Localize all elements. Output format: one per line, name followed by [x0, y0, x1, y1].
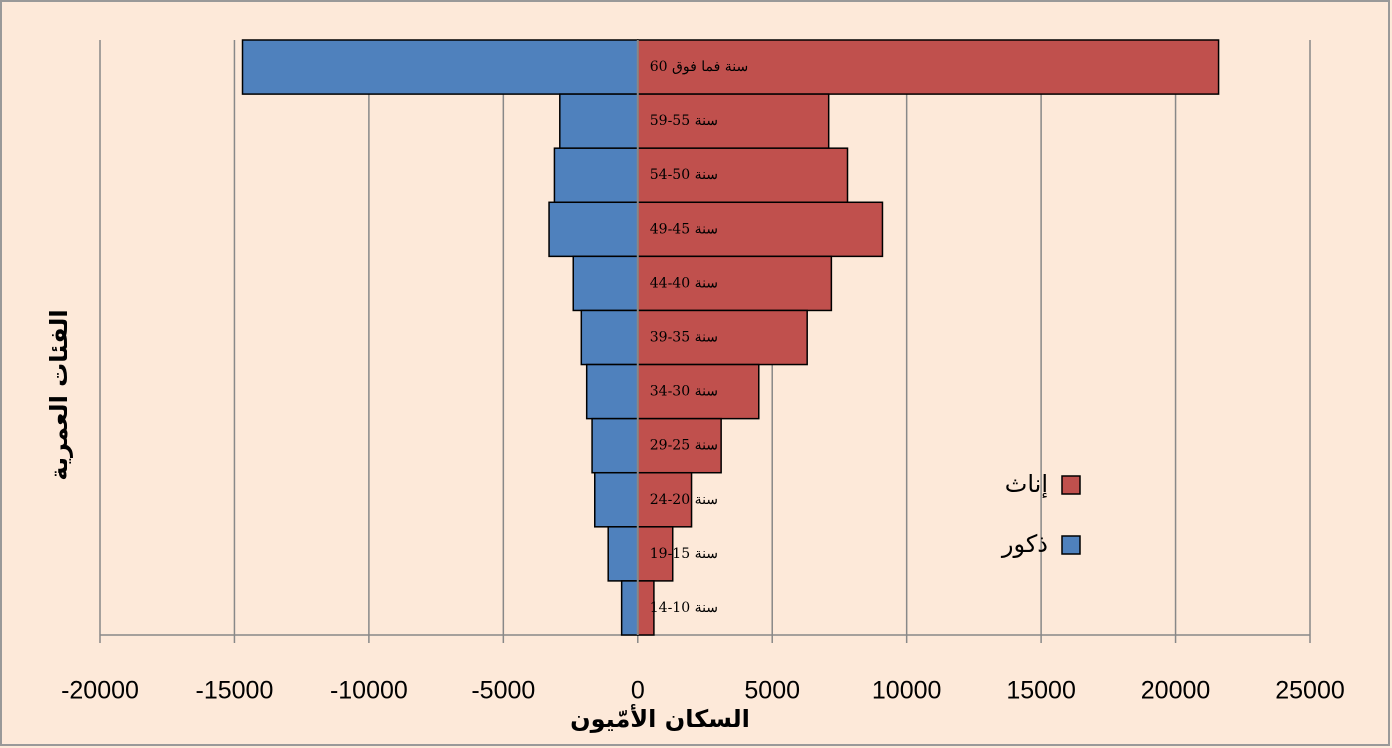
x-tick-label: 25000: [1275, 677, 1345, 705]
bar: [637, 363, 760, 420]
bar: [637, 526, 674, 582]
x-tick-label: 0: [631, 677, 645, 705]
legend-swatch: [1061, 535, 1081, 555]
y-tick-label: 44-40 سنة: [650, 275, 718, 291]
y-tick-label: 24-20 سنة: [650, 492, 718, 508]
legend-label: ذكور: [1001, 530, 1048, 558]
bar: [553, 147, 639, 204]
bar: [241, 39, 639, 95]
bar: [548, 201, 639, 258]
x-tick-label: -10000: [330, 677, 408, 705]
y-tick-label: 49-45 سنة: [650, 221, 718, 237]
x-tick-label: 20000: [1141, 677, 1211, 705]
y-axis-label: الفئات العمرية: [45, 309, 73, 480]
x-tick-label: 10000: [872, 677, 942, 705]
bar: [637, 147, 849, 204]
y-tick-label: 29-25 سنة: [650, 438, 718, 454]
bar: [594, 471, 639, 528]
bar: [637, 201, 884, 258]
legend-label: إناث: [1005, 470, 1048, 499]
x-tick-label: -20000: [61, 677, 139, 705]
bar: [572, 255, 639, 312]
bar: [620, 580, 639, 636]
y-tick-label: 19-15 سنة: [650, 546, 718, 562]
y-tick-label: 34-30 سنة: [650, 384, 718, 400]
bar: [591, 417, 639, 474]
bar: [637, 309, 808, 366]
y-tick-label: 39-35 سنة: [650, 330, 718, 346]
bar: [637, 39, 1220, 95]
bar: [607, 526, 639, 582]
y-tick-label: 60 سنة فما فوق: [650, 59, 748, 75]
x-tick-label: -5000: [471, 677, 535, 705]
x-tick-label: -15000: [196, 677, 274, 705]
x-tick-label: 15000: [1006, 677, 1076, 705]
legend-swatch: [1061, 475, 1081, 495]
x-tick-label: 5000: [744, 677, 800, 705]
y-tick-label: 59-55 سنة: [650, 113, 718, 129]
bar: [559, 93, 639, 149]
bar: [580, 309, 639, 366]
bar: [585, 363, 639, 420]
bar: [637, 93, 830, 149]
y-tick-label: 14-10 سنة: [650, 600, 718, 616]
x-axis-label: السكان الأمّيون: [570, 704, 750, 733]
y-tick-label: 54-50 سنة: [650, 167, 718, 183]
